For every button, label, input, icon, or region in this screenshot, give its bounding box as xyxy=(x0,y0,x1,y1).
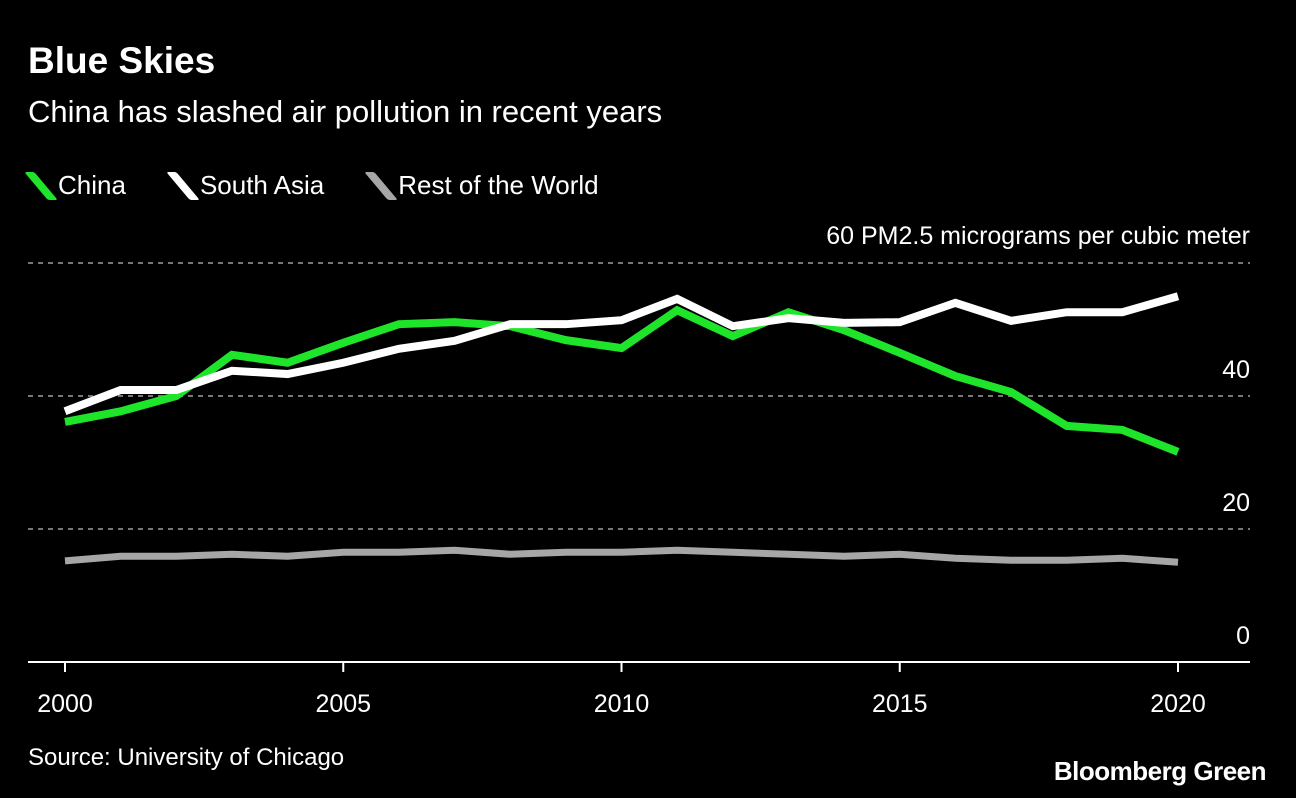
x-tick-label: 2005 xyxy=(315,690,371,718)
legend-item-south-asia: South Asia xyxy=(166,170,325,201)
series-line-china xyxy=(64,305,1180,456)
chart-title: Blue Skies xyxy=(28,40,216,81)
series-line-rest-of-the-world xyxy=(64,546,1179,566)
x-tick-label: 2020 xyxy=(1150,690,1206,718)
legend-item-china: China xyxy=(24,170,126,201)
y-tick-label: 40 xyxy=(1222,356,1250,384)
x-tick-label: 2010 xyxy=(594,690,650,718)
legend-label: China xyxy=(58,170,126,200)
bloomberg-green-logo: Bloomberg Green xyxy=(1053,756,1267,786)
y-tick-label: 20 xyxy=(1222,489,1250,517)
legend-label: Rest of the World xyxy=(398,170,599,200)
source-note: Source: University of Chicago xyxy=(28,744,345,771)
chart-subtitle: China has slashed air pollution in recen… xyxy=(28,94,663,129)
y-tick-label: 0 xyxy=(1236,622,1250,650)
series-line-south-asia xyxy=(63,292,1180,416)
x-tick-label: 2015 xyxy=(872,690,928,718)
x-tick-label: 2000 xyxy=(37,690,93,718)
y-axis-unit-label: 60 PM2.5 micrograms per cubic meter xyxy=(826,222,1250,250)
legend-label: South Asia xyxy=(199,170,325,200)
legend-item-rest-of-world: Rest of the World xyxy=(364,170,599,201)
legend: China South Asia Rest of the World xyxy=(24,170,599,201)
